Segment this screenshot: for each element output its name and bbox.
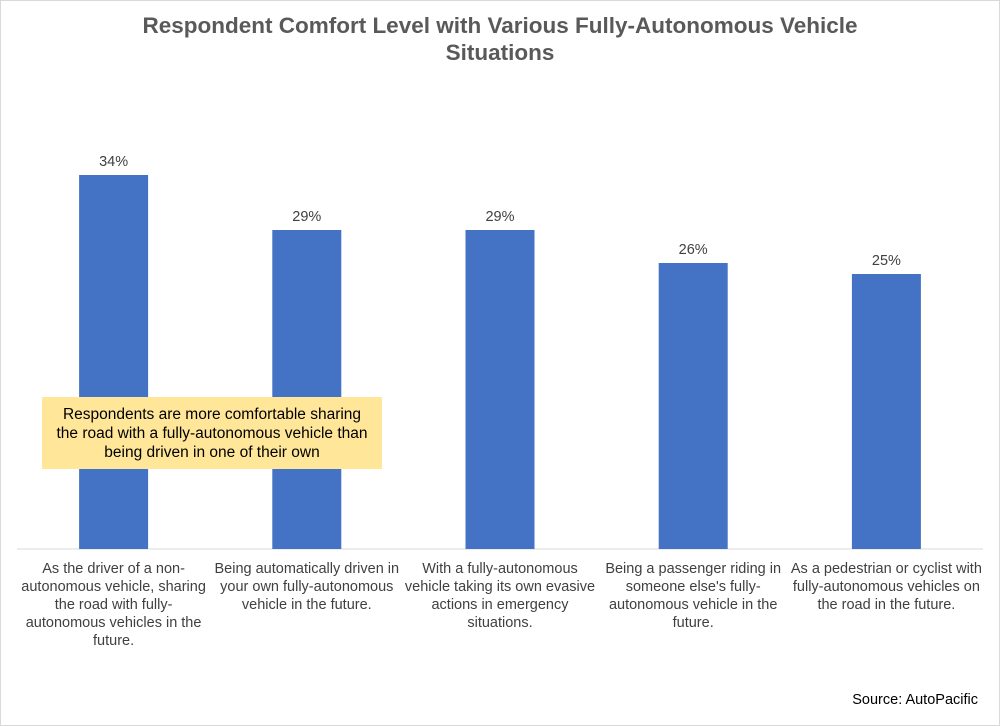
- category-label-5: As a pedestrian or cyclist with fully-au…: [790, 561, 982, 613]
- bar-4: [658, 263, 728, 549]
- bar-3: [465, 230, 535, 549]
- bar-2: [272, 230, 342, 549]
- source-note: Source: AutoPacific: [852, 692, 978, 708]
- data-label-1: 34%: [99, 154, 128, 170]
- data-label-5: 25%: [872, 253, 901, 269]
- category-label-4: Being a passenger riding in someone else…: [605, 561, 782, 631]
- data-label-4: 26%: [679, 242, 708, 258]
- category-label-1: As the driver of a non-autonomous vehicl…: [21, 561, 206, 649]
- data-label-3: 29%: [485, 209, 514, 225]
- annotation-callout: Respondents are more comfortable sharing…: [42, 397, 382, 469]
- chart-title: Respondent Comfort Level with Various Fu…: [142, 13, 858, 65]
- category-label-3: With a fully-autonomous vehicle taking i…: [404, 561, 596, 631]
- data-label-2: 29%: [292, 209, 321, 225]
- bar-5: [851, 274, 921, 549]
- bar-1: [79, 175, 149, 549]
- category-label-2: Being automatically driven in your own f…: [214, 561, 400, 613]
